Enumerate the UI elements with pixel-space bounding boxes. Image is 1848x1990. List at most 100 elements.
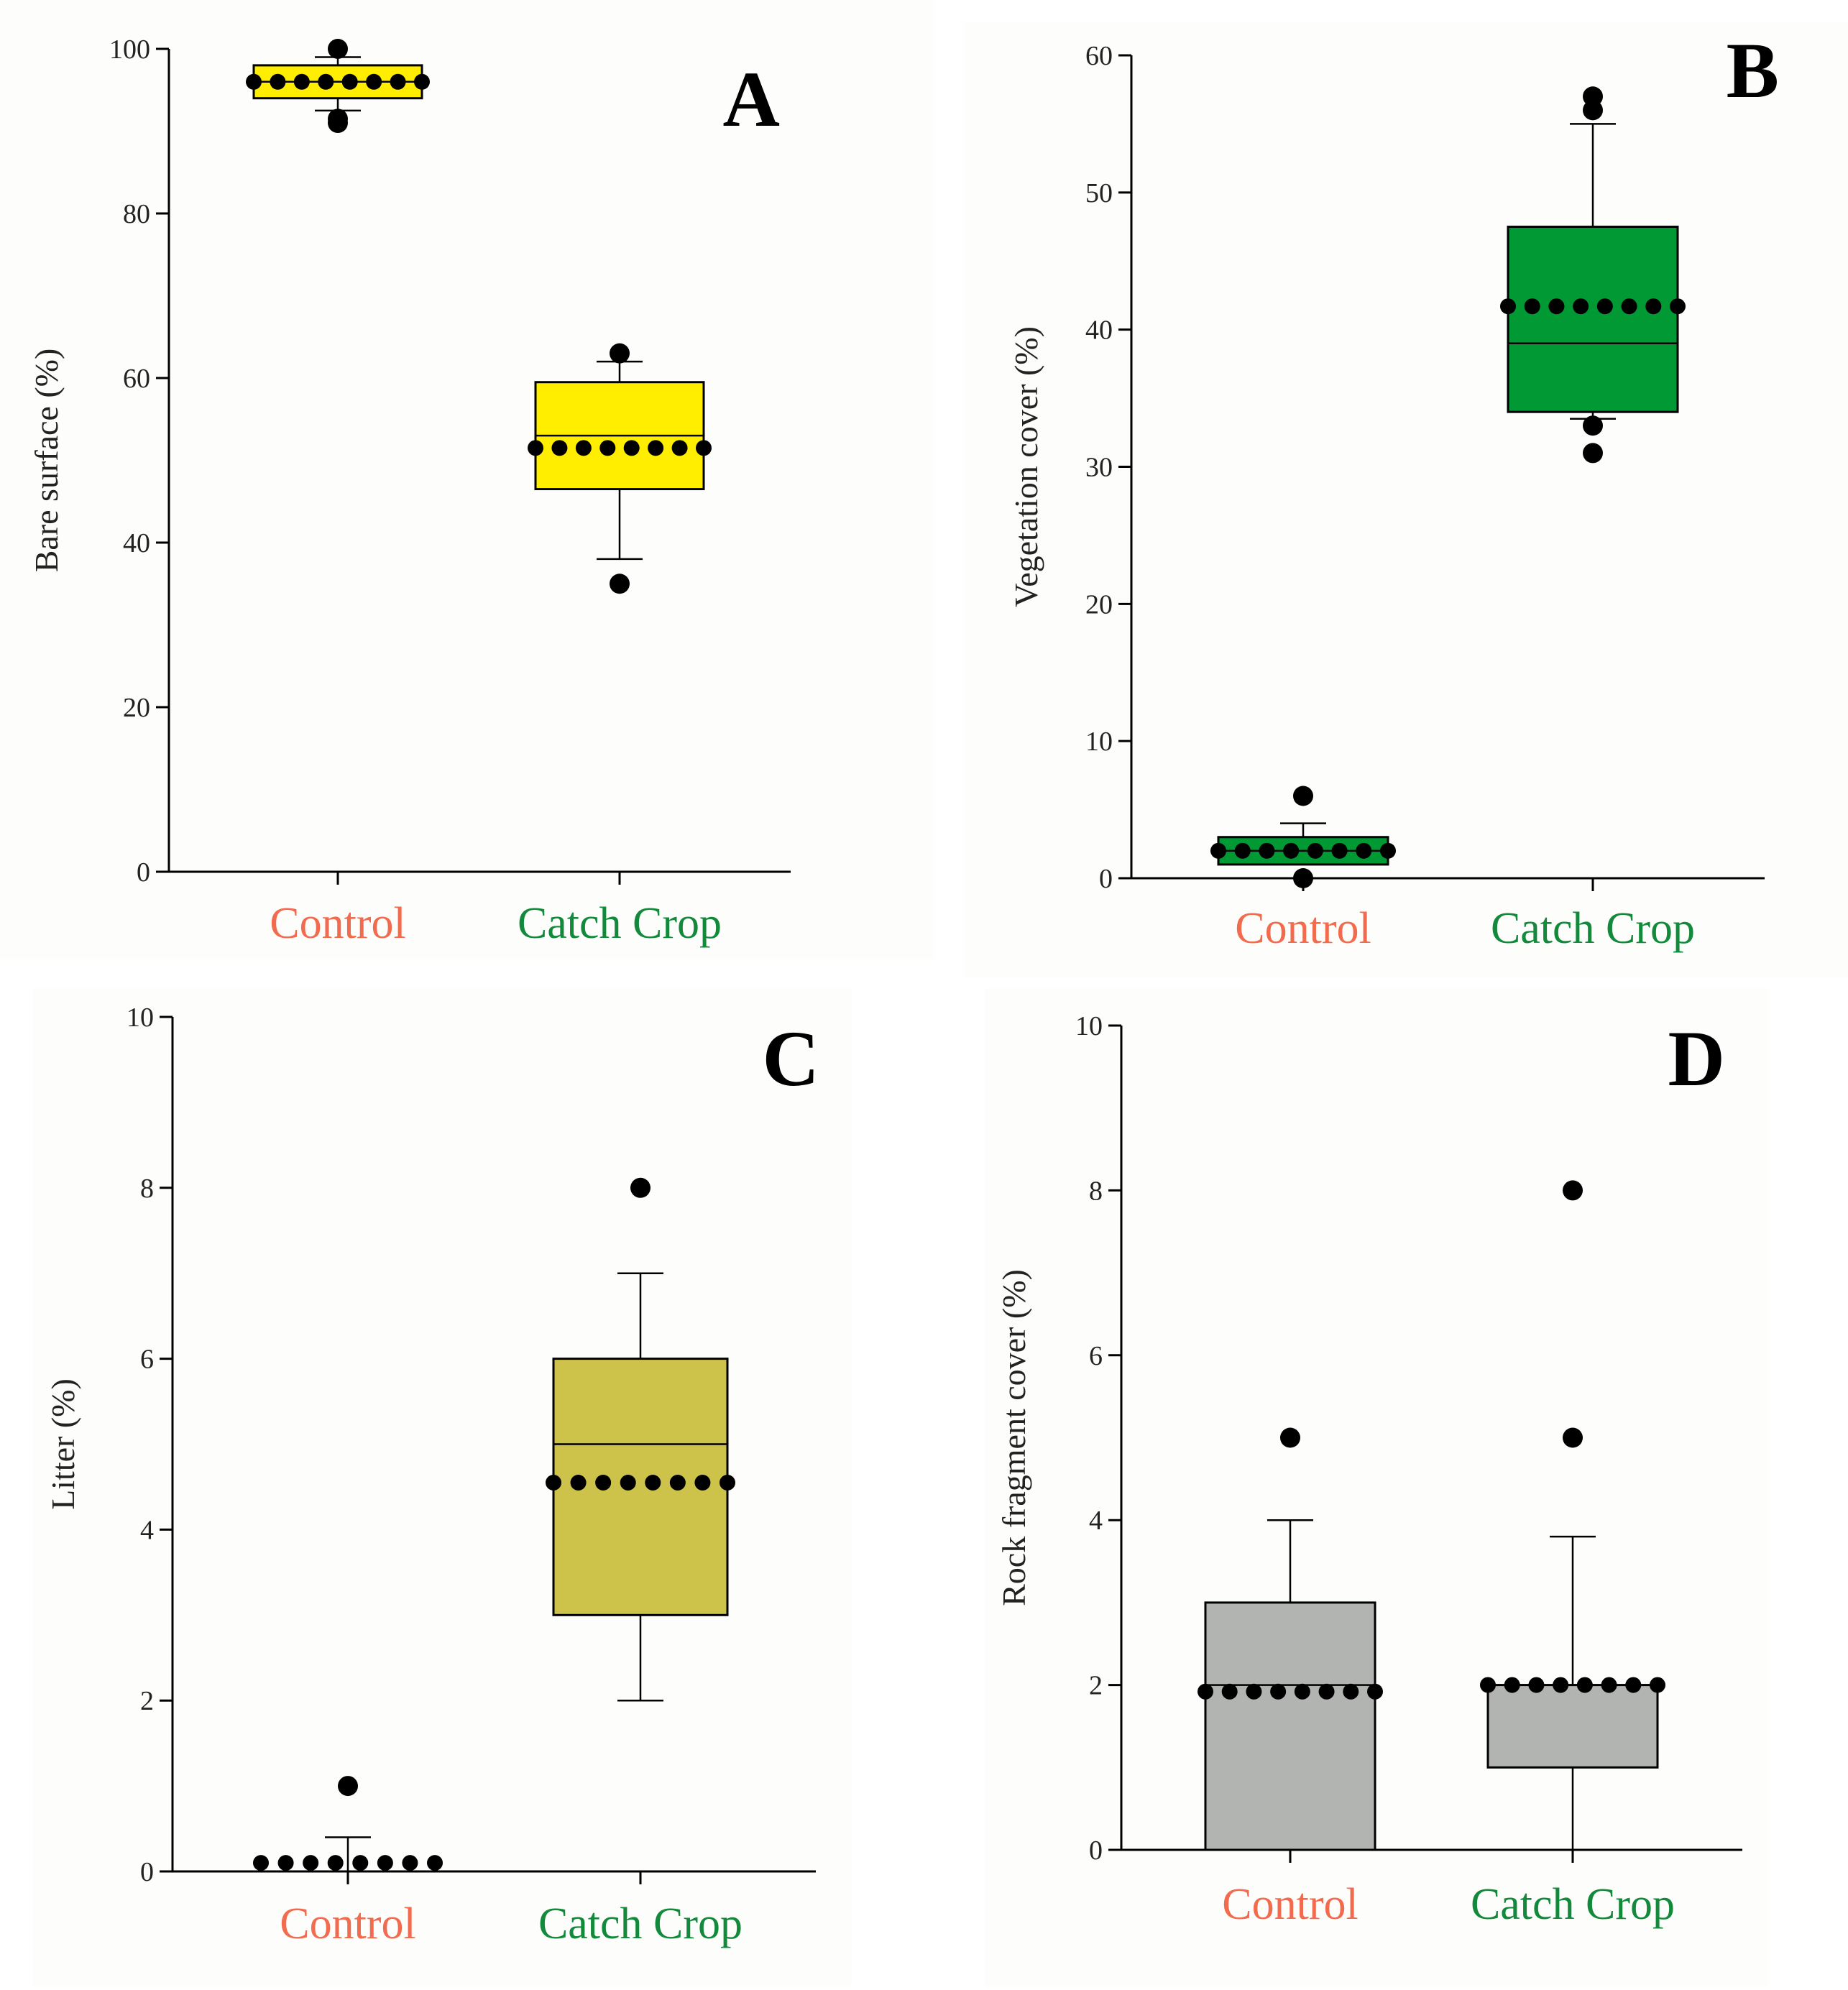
- panel-b: 0 10 20 30 40 50 60 Vegetation cover (%) B Contro…: [963, 22, 1848, 977]
- mean-dot: [1343, 1683, 1359, 1700]
- panel-letter: B: [1727, 27, 1779, 114]
- y-tick-label: 20: [1085, 589, 1113, 619]
- mean-dot: [620, 1475, 636, 1491]
- x-category-label: Control: [1235, 904, 1371, 953]
- y-axis-title: Bare surface (%): [28, 349, 65, 573]
- box-catch-crop: Catch Crop: [1471, 1180, 1675, 1929]
- panel-letter: A: [723, 55, 780, 143]
- y-tick-label: 0: [137, 857, 150, 888]
- mean-dot: [1650, 1677, 1665, 1693]
- outlier-point: [338, 1776, 358, 1797]
- box-iqr: [1507, 226, 1679, 413]
- mean-dot: [694, 1475, 711, 1491]
- box-iqr: [1486, 1684, 1659, 1769]
- mean-dot: [1221, 1683, 1238, 1700]
- mean-dot: [318, 73, 334, 90]
- outlier-point: [1280, 1427, 1300, 1448]
- x-category-label: Catch Crop: [1491, 904, 1695, 953]
- panel-a: 0 20 40 60 80 100 Bare surface (%) A Control Catc…: [0, 0, 934, 959]
- mean-dot: [366, 73, 382, 90]
- y-tick-label: 80: [123, 199, 150, 229]
- mean-dot: [270, 73, 286, 90]
- mean-dot: [1524, 298, 1540, 315]
- mean-dot: [1294, 1683, 1310, 1700]
- mean-dot: [599, 440, 616, 456]
- mean-dot: [1601, 1677, 1617, 1693]
- mean-dot: [671, 440, 688, 456]
- box-catch-crop: Catch Crop: [538, 1177, 743, 1948]
- outlier-point: [1583, 443, 1603, 464]
- box-control: Control: [246, 39, 430, 948]
- mean-dot: [1197, 1683, 1213, 1700]
- panel-letter: D: [1668, 1015, 1725, 1102]
- outlier-point: [1293, 786, 1313, 806]
- panel-letter: C: [763, 1015, 819, 1102]
- y-tick-label: 100: [109, 34, 150, 65]
- x-category-label: Control: [280, 1899, 415, 1948]
- y-tick-label: 10: [1075, 1011, 1103, 1041]
- box-iqr: [1204, 1601, 1376, 1851]
- y-tick-label: 8: [140, 1174, 154, 1204]
- outlier-point: [610, 343, 630, 364]
- y-tick-label: 60: [123, 364, 150, 394]
- mean-dot: [1367, 1683, 1383, 1700]
- box-catch-crop: Catch Crop: [518, 343, 722, 948]
- mean-dot: [1331, 842, 1348, 859]
- mean-dot: [1528, 1677, 1545, 1693]
- y-tick-label: 50: [1085, 178, 1113, 208]
- panel-c: 0 2 4 6 8 10 Litter (%) C Control Catch Crop: [32, 988, 852, 1986]
- mean-dot: [427, 1855, 443, 1871]
- x-category-label: Catch Crop: [1471, 1880, 1675, 1929]
- x-category-label: Control: [270, 899, 405, 948]
- outlier-point: [1583, 415, 1603, 436]
- mean-dot: [303, 1855, 319, 1871]
- y-tick-label: 60: [1085, 41, 1113, 71]
- y-axis-title: Vegetation cover (%): [1008, 326, 1044, 607]
- mean-dot: [1500, 298, 1516, 315]
- mean-dot: [1625, 1677, 1642, 1693]
- mean-dot: [246, 73, 262, 90]
- mean-dot: [253, 1855, 269, 1871]
- outlier-point: [1293, 868, 1313, 888]
- x-category-label: Catch Crop: [518, 899, 722, 948]
- mean-dot: [1548, 298, 1565, 315]
- y-tick-label: 40: [1085, 315, 1113, 346]
- mean-dot: [352, 1855, 369, 1871]
- y-tick-label: 2: [1089, 1671, 1103, 1701]
- mean-dot: [390, 73, 406, 90]
- mean-dot: [1246, 1683, 1262, 1700]
- mean-dot: [1596, 298, 1613, 315]
- mean-dot: [1307, 842, 1323, 859]
- outlier-point: [1563, 1427, 1583, 1448]
- outlier-point: [328, 113, 348, 134]
- box-catch-crop: Catch Crop: [1491, 86, 1695, 953]
- mean-dot: [1380, 842, 1396, 859]
- mean-dot: [327, 1855, 344, 1871]
- y-tick-label: 20: [123, 693, 150, 723]
- mean-dot: [1621, 298, 1637, 315]
- outlier-point: [630, 1177, 651, 1198]
- outlier-point: [1563, 1180, 1583, 1201]
- y-tick-label: 0: [1099, 864, 1113, 894]
- mean-dot: [1573, 298, 1589, 315]
- mean-dot: [1270, 1683, 1287, 1700]
- x-category-label: Catch Crop: [538, 1899, 743, 1948]
- mean-dot: [528, 440, 543, 456]
- panel-background: [985, 988, 1768, 1986]
- panel-d: 0 2 4 6 8 10 Rock fragment cover (%) D Control Ca…: [985, 988, 1768, 1986]
- y-tick-label: 8: [1089, 1176, 1103, 1206]
- outlier-point: [1583, 100, 1603, 121]
- y-tick-label: 4: [140, 1515, 154, 1545]
- mean-dot: [645, 1475, 661, 1491]
- box-control: Control: [253, 1776, 443, 1948]
- y-tick-label: 6: [140, 1345, 154, 1375]
- outlier-point: [328, 39, 348, 59]
- mean-dot: [623, 440, 640, 456]
- outlier-point: [610, 573, 630, 594]
- mean-dot: [1210, 842, 1226, 859]
- mean-dot: [720, 1475, 735, 1491]
- y-tick-label: 6: [1089, 1341, 1103, 1371]
- mean-dot: [341, 73, 358, 90]
